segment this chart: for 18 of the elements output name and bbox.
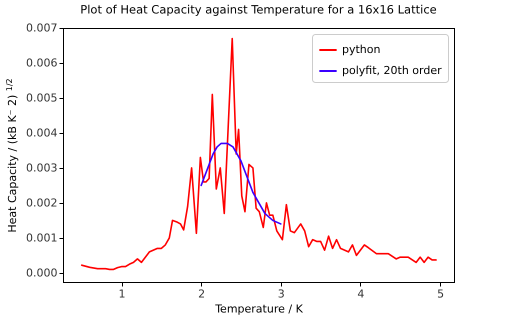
line-series <box>200 142 282 225</box>
chart-title: Plot of Heat Capacity against Temperature for a 16x16 Lattice <box>80 2 437 16</box>
y-tick-label: 0.006 <box>26 56 58 70</box>
y-tick-label: 0.005 <box>26 91 58 104</box>
y-tick-label: 0.003 <box>26 161 58 174</box>
legend-label: polyfit, 20th order <box>342 64 442 77</box>
legend-label: python <box>342 43 381 56</box>
y-tick-label: 0.002 <box>26 196 58 210</box>
y-tick-label: 0.007 <box>26 22 58 34</box>
x-tick-label: 2 <box>198 288 206 300</box>
y-tick-label: 0.004 <box>26 126 58 140</box>
x-axis-title: Temperature / K <box>214 302 304 316</box>
x-tick-label: 3 <box>278 288 285 300</box>
y-tick-label: 0.000 <box>26 266 58 280</box>
x-tick-label: 1 <box>118 288 126 300</box>
x-tick-label: 4 <box>357 288 364 300</box>
x-tick-label: 5 <box>437 288 444 300</box>
y-tick-label: 0.001 <box>26 231 58 244</box>
